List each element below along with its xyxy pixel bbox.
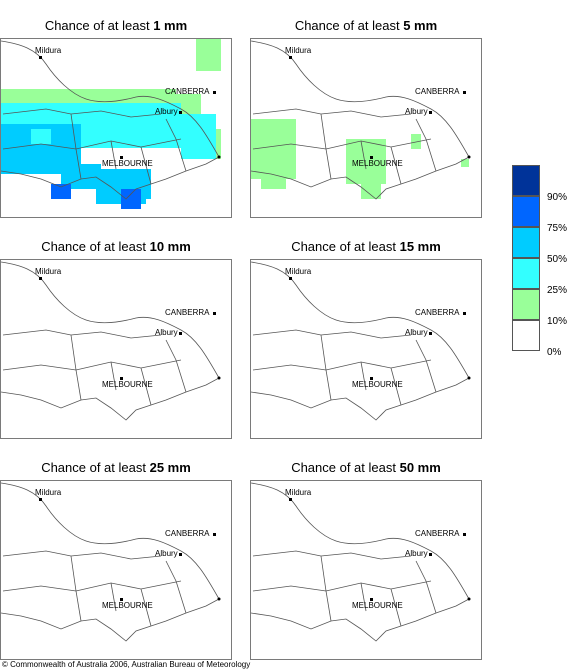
place-marker-canberra xyxy=(463,312,466,315)
place-label-mildura: Mildura xyxy=(35,488,62,497)
legend-label: 25% xyxy=(547,285,568,296)
place-label-albury: Albury xyxy=(155,549,178,558)
place-marker-canberra xyxy=(463,533,466,536)
place-label-albury: Albury xyxy=(155,107,178,116)
place-label-albury: Albury xyxy=(155,328,178,337)
place-marker-melbourne xyxy=(120,377,123,380)
legend-label: 75% xyxy=(547,223,568,234)
legend-swatch-75 xyxy=(512,196,540,227)
legend-swatch-0 xyxy=(512,320,540,351)
place-label-melbourne: MELBOURNE xyxy=(102,159,153,168)
place-marker-albury xyxy=(179,111,182,114)
place-marker-mildura xyxy=(39,56,42,59)
place-marker-mildura xyxy=(289,56,292,59)
legend-swatch-10 xyxy=(512,289,540,320)
copyright-notice: © Commonwealth of Australia 2006, Austra… xyxy=(2,660,251,669)
place-marker-melbourne xyxy=(120,156,123,159)
place-label-albury: Albury xyxy=(405,107,428,116)
panel-title: Chance of at least 50 mm xyxy=(291,460,441,475)
place-marker-melbourne xyxy=(370,377,373,380)
legend-swatch-90 xyxy=(512,165,540,196)
place-marker-albury xyxy=(179,553,182,556)
place-marker-canberra xyxy=(213,91,216,94)
panel-title: Chance of at least 15 mm xyxy=(291,239,441,254)
map-5mm xyxy=(250,38,482,218)
legend-swatch-25 xyxy=(512,258,540,289)
place-label-mildura: Mildura xyxy=(285,488,312,497)
map-outline xyxy=(1,482,220,642)
panel-title: Chance of at least 1 mm xyxy=(44,18,188,33)
map-outline xyxy=(1,261,220,421)
map-15mm xyxy=(250,259,482,439)
place-marker-melbourne xyxy=(370,598,373,601)
legend-label: 10% xyxy=(547,316,568,327)
place-marker-albury xyxy=(429,111,432,114)
map-outline xyxy=(251,261,470,421)
place-label-melbourne: MELBOURNE xyxy=(102,601,153,610)
place-label-mildura: Mildura xyxy=(35,267,62,276)
place-label-albury: Albury xyxy=(405,328,428,337)
legend-label: 50% xyxy=(547,254,568,265)
map-50mm xyxy=(250,480,482,660)
map-outline xyxy=(251,40,470,200)
panel-title: Chance of at least 5 mm xyxy=(294,18,438,33)
panel-title: Chance of at least 10 mm xyxy=(41,239,191,254)
place-label-canberra: CANBERRA xyxy=(165,529,210,538)
place-label-canberra: CANBERRA xyxy=(415,308,460,317)
place-marker-canberra xyxy=(463,91,466,94)
place-label-albury: Albury xyxy=(405,549,428,558)
place-marker-melbourne xyxy=(370,156,373,159)
place-marker-canberra xyxy=(213,533,216,536)
legend-label: 0% xyxy=(547,347,562,358)
rainfall-shading-1mm xyxy=(1,39,231,217)
place-marker-albury xyxy=(429,553,432,556)
place-label-canberra: CANBERRA xyxy=(165,308,210,317)
place-marker-mildura xyxy=(39,277,42,280)
map-10mm xyxy=(0,259,232,439)
place-label-melbourne: MELBOURNE xyxy=(352,601,403,610)
place-label-melbourne: MELBOURNE xyxy=(352,380,403,389)
place-label-canberra: CANBERRA xyxy=(415,87,460,96)
place-label-mildura: Mildura xyxy=(35,46,62,55)
place-marker-mildura xyxy=(289,277,292,280)
place-label-mildura: Mildura xyxy=(285,46,312,55)
rainfall-shading-5mm xyxy=(251,119,469,199)
place-label-melbourne: MELBOURNE xyxy=(352,159,403,168)
legend-label: 90% xyxy=(547,192,568,203)
place-label-melbourne: MELBOURNE xyxy=(102,380,153,389)
place-marker-albury xyxy=(429,332,432,335)
place-marker-mildura xyxy=(39,498,42,501)
map-outline xyxy=(251,482,470,642)
map-outline xyxy=(1,40,220,200)
place-marker-albury xyxy=(179,332,182,335)
map-25mm xyxy=(0,480,232,660)
legend-swatch-50 xyxy=(512,227,540,258)
place-label-canberra: CANBERRA xyxy=(415,529,460,538)
place-label-canberra: CANBERRA xyxy=(165,87,210,96)
place-marker-melbourne xyxy=(120,598,123,601)
place-marker-mildura xyxy=(289,498,292,501)
place-label-mildura: Mildura xyxy=(285,267,312,276)
panel-title: Chance of at least 25 mm xyxy=(41,460,191,475)
map-1mm xyxy=(0,38,232,218)
place-marker-canberra xyxy=(213,312,216,315)
